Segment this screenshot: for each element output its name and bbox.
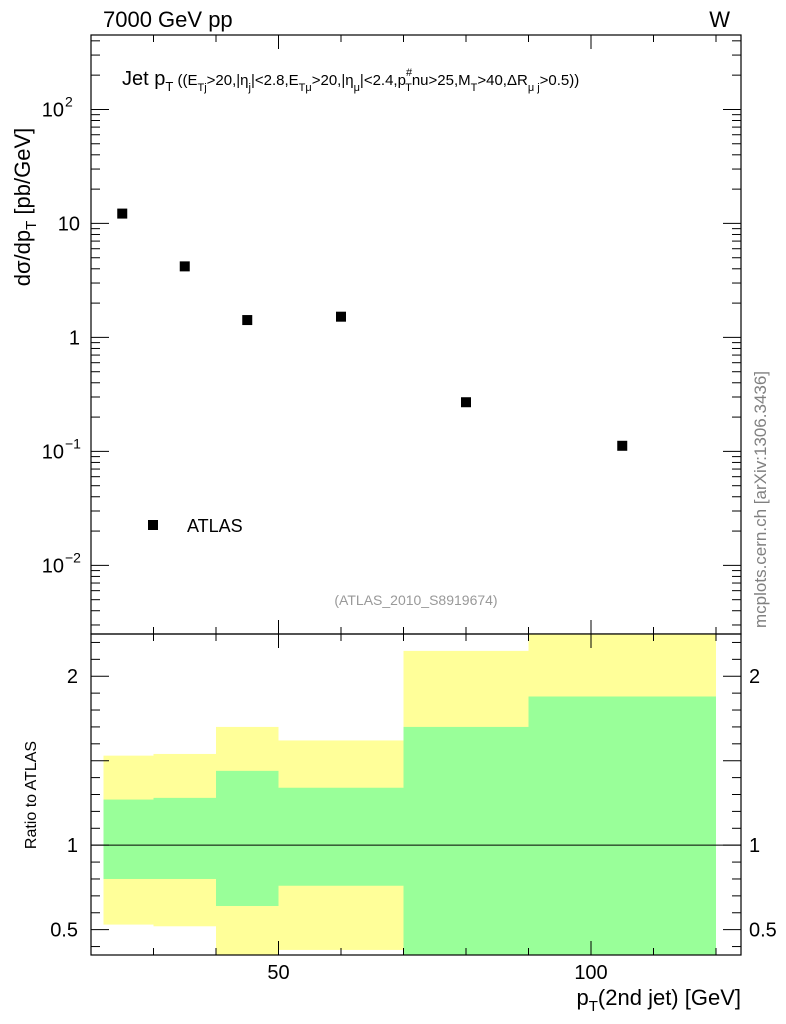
ratio-y-tick-label: 2 [67,666,78,688]
side-credit-label: mcplots.cern.ch [arXiv:1306.3436] [751,371,770,628]
x-tick-label: 100 [574,962,607,984]
ratio-green-band-bin-3 [278,787,404,886]
legend-label: ATLAS [187,516,243,536]
ratio-y-tick-label: 1 [67,835,78,857]
main-frame [90,34,742,635]
legend-marker [148,520,158,530]
ratio-green-band-bin-1 [153,797,216,879]
y-tick-label-exponent: −1 [65,435,81,451]
y-tick-label: 10 [42,99,64,121]
ratio-green-band-bin-0 [103,799,154,879]
ratio-green-band-bin-2 [216,770,279,907]
y-tick-label: 10 [58,213,80,235]
ratio-y-axis-title: Ratio to ATLAS [23,741,40,849]
y-tick-label: 1 [69,327,80,349]
x-tick-label: 50 [267,962,289,984]
plot-title: Jet pT ((ETj>20,|ηj|<2.8,ETμ>20,|ημ|<2.4… [122,67,579,94]
data-point [117,208,128,219]
y-tick-label: 10 [42,555,64,577]
header-left-label: 7000 GeV pp [103,7,233,32]
ratio-green-band-bin-5 [528,696,716,955]
y-tick-label-exponent: −2 [65,549,81,565]
data-point [179,261,190,272]
ratio-y-tick-label-right: 2 [749,666,760,688]
data-point [461,397,471,408]
y-tick-label: 10 [42,441,64,463]
data-point [336,311,346,322]
ratio-y-tick-label-right: 1 [749,835,760,857]
x-axis-title: pT(2nd jet) [GeV] [577,985,742,1015]
y-tick-label-exponent: 2 [65,93,73,109]
analysis-annotation: (ATLAS_2010_S8919674) [334,592,497,608]
ratio-green-band-bin-4 [403,726,529,955]
y-axis-title: dσ/dpT [pb/GeV] [10,128,40,287]
ratio-y-tick-label: 0.5 [50,920,78,942]
header-right-label: W [709,7,730,32]
data-point [242,315,253,326]
ratio-y-tick-label-right: 0.5 [749,920,777,942]
data-point [617,440,628,451]
